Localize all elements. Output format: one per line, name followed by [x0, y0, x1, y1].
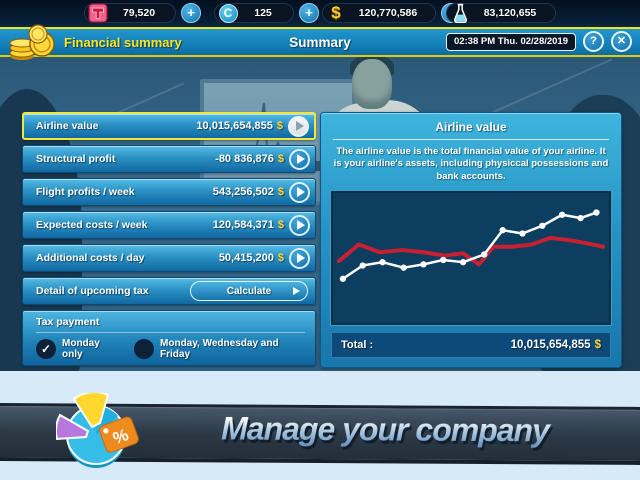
dollar-suffix: $ [277, 219, 284, 231]
tax-option-mon-wed-fri[interactable]: Monday, Wednesday and Friday [134, 338, 305, 360]
row-detail-button[interactable] [288, 115, 309, 137]
dollar-suffix: $ [277, 186, 284, 198]
dollar-suffix: $ [277, 153, 284, 165]
row-airline-value[interactable]: Airline value 10,015,654,855 $ [22, 112, 316, 140]
row-flight-profits[interactable]: Flight profits / week 543,256,502 $ [22, 178, 316, 206]
research-amount: 83,120,655 [483, 7, 537, 19]
tax-payment-block: Tax payment Monday only Monday, Wednesda… [22, 310, 316, 366]
datetime-badge: 02:38 PM Thu. 02/28/2019 [445, 32, 576, 51]
total-value: 10,015,654,855 [510, 339, 591, 352]
c-coin-currency: C 125 + [214, 3, 319, 23]
play-icon [296, 253, 305, 263]
svg-text:%: % [110, 425, 131, 448]
research-currency: 83,120,655 [446, 3, 556, 23]
summary-list: Airline value 10,015,654,855 $ Structura… [22, 112, 316, 366]
coins-icon [9, 24, 55, 60]
detail-panel: Airline value The airline value is the t… [320, 112, 622, 368]
c-coin-icon: C [217, 2, 239, 24]
row-expected-costs[interactable]: Expected costs / week 120,584,371 $ [22, 211, 316, 239]
row-detail-button[interactable] [289, 247, 310, 269]
dollar-suffix: $ [594, 339, 601, 352]
checkbox-icon[interactable] [36, 339, 56, 359]
pie-chart-percent-icon: % [56, 393, 139, 468]
play-icon [295, 121, 304, 131]
add-travel-card-button[interactable]: + [181, 3, 201, 23]
play-icon [296, 187, 305, 197]
header-right-group: 02:38 PM Thu. 02/28/2019 ? ✕ [445, 31, 632, 52]
dollar-currency: $ 120,770,586 + [322, 3, 461, 23]
dollar-amount: 120,770,586 [358, 7, 418, 19]
divider [36, 332, 305, 333]
flask-icon [449, 2, 471, 24]
dollar-icon: $ [331, 3, 341, 22]
c-coin-amount: 125 [254, 7, 272, 19]
row-detail-button[interactable] [289, 181, 310, 203]
c-coin-pill: C 125 [214, 3, 294, 23]
help-button[interactable]: ? [583, 31, 604, 52]
detail-title: Airline value [435, 120, 507, 134]
tax-option-monday-only[interactable]: Monday only [36, 338, 120, 360]
airline-value-chart [331, 191, 611, 326]
close-button[interactable]: ✕ [611, 31, 632, 52]
play-icon [296, 154, 305, 164]
detail-description: The airline value is the total financial… [333, 146, 609, 182]
add-c-coin-button[interactable]: + [299, 3, 319, 23]
row-detail-button[interactable] [289, 148, 310, 170]
travel-card-icon [87, 2, 109, 24]
row-structural-profit[interactable]: Structural profit -80 836,876 $ [22, 145, 316, 173]
header-bar: Financial summary Summary 02:38 PM Thu. … [0, 24, 640, 60]
total-bar: Total : 10,015,654,855 $ [331, 332, 611, 359]
dollar-suffix: $ [276, 120, 283, 132]
checkbox-icon[interactable] [134, 339, 155, 359]
play-icon [293, 287, 300, 295]
chart-canvas [336, 209, 606, 282]
page-title: Financial summary [64, 35, 182, 50]
currency-bar: 79,520 + C 125 + $ 120,770,586 + [0, 0, 640, 27]
dollar-suffix: $ [277, 252, 284, 264]
banner-title: Manage your company [136, 410, 634, 450]
travel-card-pill: 79,520 [84, 3, 176, 23]
row-additional-costs[interactable]: Additional costs / day 50,415,200 $ [22, 244, 316, 272]
research-pill: 83,120,655 [446, 3, 556, 23]
travel-card-amount: 79,520 [122, 7, 156, 19]
travel-card-currency: 79,520 + [84, 3, 201, 23]
presenter-head [352, 59, 392, 109]
play-icon [296, 220, 305, 230]
row-upcoming-tax[interactable]: Detail of upcoming tax Calculate [22, 277, 316, 305]
divider [333, 139, 609, 140]
row-detail-button[interactable] [289, 214, 310, 236]
tax-payment-title: Tax payment [36, 316, 100, 328]
tax-options: Monday only Monday, Wednesday and Friday [36, 338, 305, 360]
bottom-area: Manage your company % [0, 371, 640, 480]
calculate-button[interactable]: Calculate [190, 281, 308, 301]
tab-title: Summary [289, 35, 351, 50]
dollar-pill: $ 120,770,586 [322, 3, 436, 23]
